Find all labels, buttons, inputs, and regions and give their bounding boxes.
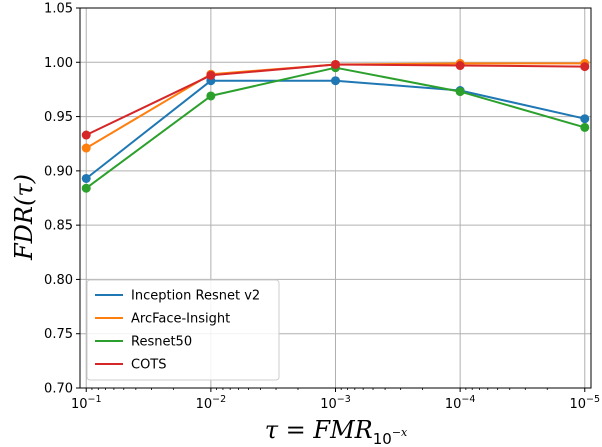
data-point-resnet50 [580, 122, 590, 132]
x-tick-label: 10−3 [320, 394, 351, 412]
series-layer [81, 58, 590, 193]
x-tick-label-exponent: −4 [461, 394, 475, 405]
legend-box [86, 279, 280, 381]
x-axis-title-main: τ = FMR [265, 416, 373, 444]
legend: Inception Resnet v2 ArcFace-Insight Resnet… [86, 279, 280, 381]
x-tick-label-base: 10 [320, 397, 337, 412]
x-axis-title: τ = FMR10−x [265, 416, 408, 447]
legend-label: COTS [131, 358, 167, 373]
x-tick-label-base: 10 [445, 397, 462, 412]
data-point-cots [206, 70, 216, 80]
data-point-inception-resnet-v2 [580, 114, 590, 124]
data-point-resnet50 [455, 87, 465, 97]
legend-label: ArcFace-Insight [131, 312, 230, 327]
x-tick-label: 10−4 [445, 394, 476, 412]
y-tick-label: 0.95 [44, 110, 73, 125]
y-tick-label: 1.05 [44, 2, 73, 17]
data-point-cots [331, 59, 340, 69]
x-axis-ticks: 10−1 10−2 10−3 10−4 10−5 [71, 388, 600, 412]
y-tick-label: 0.85 [44, 219, 73, 234]
x-tick-label-exponent: −3 [337, 394, 351, 405]
data-point-cots [81, 130, 91, 140]
y-tick-label: 0.90 [44, 164, 73, 179]
data-point-inception-resnet-v2 [331, 76, 340, 86]
x-tick-label-exponent: −1 [87, 394, 101, 405]
y-tick-label: 1.00 [44, 56, 73, 71]
x-tick-label: 10−1 [71, 394, 102, 412]
legend-label: Resnet50 [131, 335, 192, 350]
y-tick-label: 0.70 [44, 382, 73, 397]
data-point-cots [580, 62, 590, 72]
x-tick-label-base: 10 [569, 397, 586, 412]
x-axis-title-superscript: −x [392, 426, 408, 439]
x-tick-label: 10−5 [569, 394, 600, 412]
y-axis-ticks: 0.70 0.75 0.80 0.85 0.90 0.95 1.00 1.05 [44, 2, 80, 397]
data-point-arcface-insight [81, 143, 91, 153]
x-tick-label-exponent: −5 [586, 394, 600, 405]
x-tick-label-base: 10 [71, 397, 88, 412]
x-tick-label-base: 10 [196, 397, 213, 412]
data-point-cots [455, 61, 465, 71]
x-axis-title-subscript: 10 [373, 430, 392, 447]
data-point-resnet50 [81, 183, 91, 193]
y-tick-label: 0.75 [44, 327, 73, 342]
x-tick-label-exponent: −2 [212, 394, 226, 405]
data-point-resnet50 [206, 91, 216, 101]
data-point-inception-resnet-v2 [81, 173, 91, 183]
y-tick-label: 0.80 [44, 273, 73, 288]
legend-label: Inception Resnet v2 [131, 289, 260, 304]
x-tick-label: 10−2 [196, 394, 227, 412]
y-axis-title: FDR(τ) [10, 174, 38, 261]
